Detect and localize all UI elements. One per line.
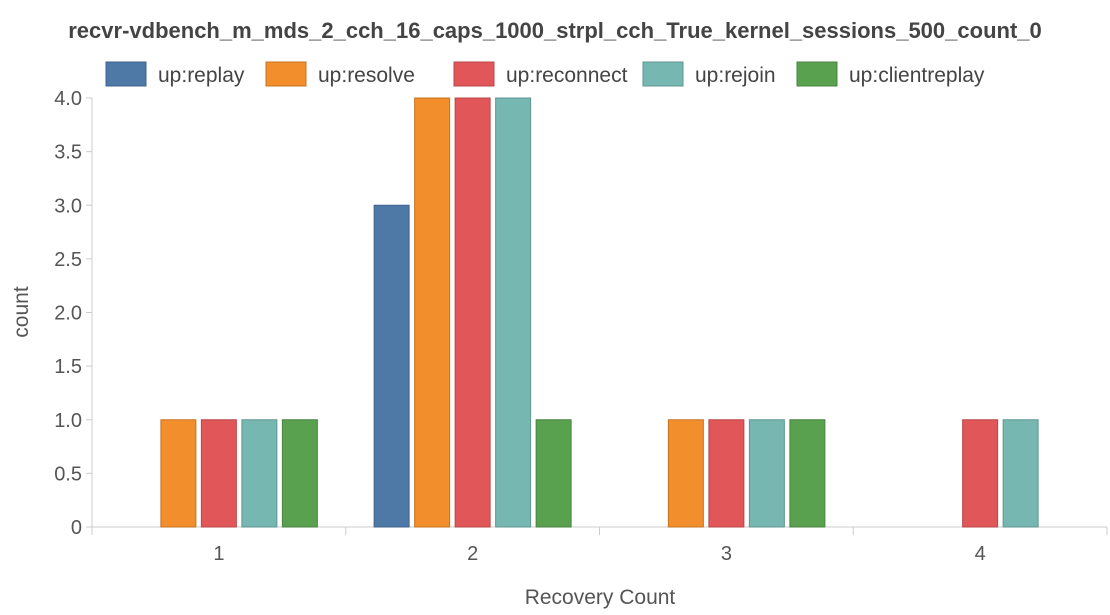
bar: [1002, 419, 1039, 528]
y-tick-label: 3.0: [54, 195, 82, 217]
bars: [160, 97, 1039, 528]
legend-swatch: [642, 61, 684, 87]
y-tick-label: 1.0: [54, 410, 82, 432]
legend-swatch: [105, 61, 147, 87]
bar: [414, 97, 451, 528]
y-axis-label: count: [10, 286, 33, 338]
bar: [200, 419, 237, 528]
legend-swatch: [796, 61, 838, 87]
y-tick-label: 4.0: [54, 88, 82, 110]
y-tick-label: 2.0: [54, 303, 82, 325]
bar: [454, 97, 491, 528]
x-tick-label: 4: [975, 543, 986, 565]
bar: [495, 97, 532, 528]
legend-label: up:replay: [158, 64, 245, 87]
legend: up:replay up:resolve up:reconnect up:rejoin…: [105, 61, 985, 87]
chart-title: recvr-vdbench_m_mds_2_cch_16_caps_1000_s…: [68, 18, 1042, 43]
x-axis: 1 2 3 4: [91, 526, 1108, 565]
x-tick-label: 3: [721, 543, 732, 565]
bar: [373, 204, 410, 528]
y-axis: 0 0.5 1.0 1.5 2.0 2.5 3.0 3.5 4.0: [54, 88, 93, 539]
y-tick-label: 1.5: [54, 356, 82, 378]
y-tick-label: 2.5: [54, 249, 82, 271]
x-tick-label: 2: [467, 543, 478, 565]
bar: [281, 419, 318, 528]
bar: [789, 419, 826, 528]
x-axis-label: Recovery Count: [525, 586, 676, 609]
bar: [667, 419, 704, 528]
y-tick-label: 3.5: [54, 142, 82, 164]
y-tick-label: 0.5: [54, 463, 82, 485]
bar: [535, 419, 572, 528]
x-tick-label: 1: [213, 543, 224, 565]
legend-label: up:resolve: [318, 64, 415, 87]
bar: [708, 419, 745, 528]
legend-swatch: [453, 61, 495, 87]
bar: [160, 419, 197, 528]
legend-label: up:clientreplay: [849, 64, 985, 87]
bar: [962, 419, 999, 528]
legend-label: up:rejoin: [695, 64, 776, 87]
legend-label: up:reconnect: [506, 64, 628, 87]
y-tick-label: 0: [71, 517, 82, 539]
legend-swatch: [265, 61, 307, 87]
bar: [241, 419, 278, 528]
bar: [748, 419, 785, 528]
